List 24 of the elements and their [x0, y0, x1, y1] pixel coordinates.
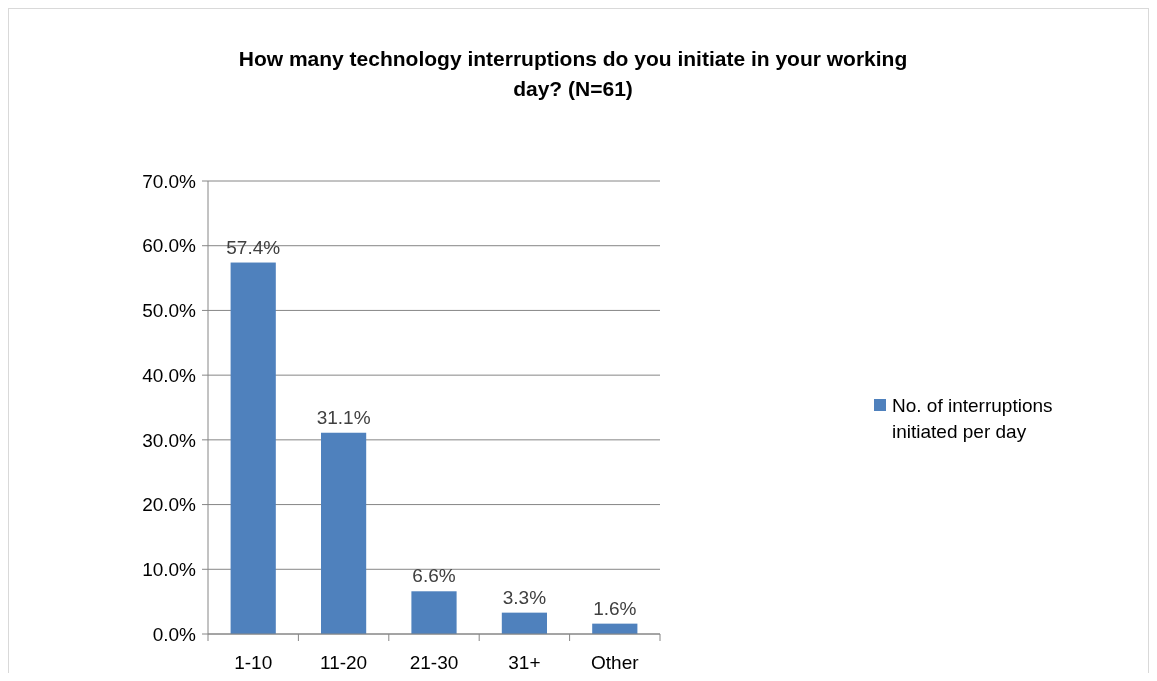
x-tick-label: 31+: [508, 652, 541, 673]
data-label: 57.4%: [226, 236, 281, 258]
y-tick-label: 30.0%: [142, 429, 197, 451]
bar: [411, 591, 457, 634]
y-tick-label: 50.0%: [142, 300, 197, 322]
x-tick-label: 11-20: [320, 652, 368, 673]
y-tick-label: 20.0%: [142, 494, 197, 516]
chart-title: How many technology interruptions do you initiate in your working day? (N=61): [238, 47, 908, 100]
y-tick-label: 60.0%: [142, 235, 197, 257]
y-tick-label: 10.0%: [142, 558, 197, 580]
data-label: 6.6%: [412, 565, 456, 587]
y-tick-label: 40.0%: [142, 364, 197, 386]
data-label: 3.3%: [502, 586, 547, 608]
x-tick-label: Other: [591, 652, 640, 673]
y-tick-label: 70.0%: [142, 170, 197, 192]
bar: [501, 612, 547, 634]
x-tick-label: 21-30: [409, 652, 459, 673]
bar: [230, 262, 276, 634]
x-tick-label: 1-10: [234, 652, 273, 673]
data-label: 31.1%: [316, 406, 371, 428]
legend-label: No. of interruptions initiated per day: [892, 395, 1053, 442]
y-tick-label: 0.0%: [152, 623, 197, 645]
data-label: 1.6%: [593, 597, 637, 619]
bar: [321, 432, 367, 634]
